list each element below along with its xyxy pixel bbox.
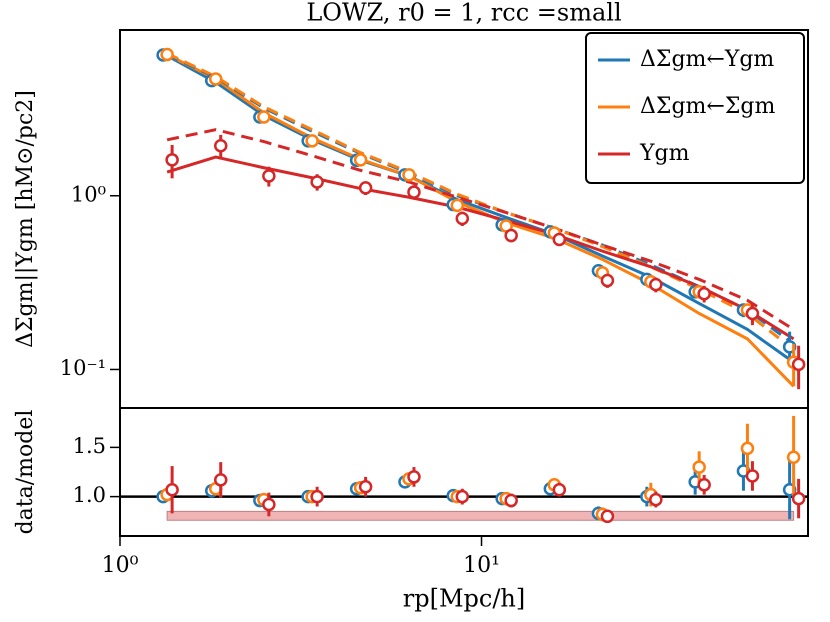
model-line [166,128,795,331]
data-point [407,185,421,199]
data-point [692,460,706,474]
data-point [649,277,663,292]
y-axis-label: ΔΣgm||Υgm [hM⊙/pc2] [13,90,38,348]
data-point [310,175,324,189]
data-point [213,473,228,487]
model-band [166,510,795,521]
data-point [213,139,228,153]
plot-frame [119,407,809,537]
data-point [504,228,518,243]
data-point [745,469,760,483]
x-tick-label: 10⁰ [102,553,139,578]
data-point [305,134,319,148]
data-point [791,357,806,372]
chart-title: LOWZ, r0 = 1, rcc =small [306,0,621,27]
data-point [697,478,711,492]
data-point [358,181,373,195]
data-point [745,306,760,321]
data-point [208,72,223,86]
legend-box [585,32,805,184]
x-axis-label: rp[Mpc/h] [403,585,525,613]
data-point [697,286,711,301]
data-point [791,491,806,506]
data-point [649,492,663,507]
data-point [262,169,276,183]
data-point [455,211,470,226]
y-axis-label: data/model [13,410,38,535]
data-point [600,273,615,288]
data-point [310,489,324,504]
legend-label: Υgm [639,141,690,166]
data-point [262,497,276,512]
data-point [504,493,518,508]
data-point [165,153,179,167]
data-point [160,47,174,62]
data-point [455,489,470,504]
legend-label: ΔΣgm←Υgm [640,47,774,72]
legend-label: ΔΣgm←Σgm [640,94,775,119]
y-tick-label: 10⁰ [71,182,106,206]
data-point [257,110,271,124]
data-point [740,441,755,456]
data-point [358,480,373,494]
data-point [353,153,368,167]
model-line [166,54,795,364]
data-point [402,168,416,182]
model-line [166,155,795,341]
data-point [450,198,465,213]
data-point [552,482,567,497]
data-point [552,232,567,247]
data-point [786,450,801,464]
data-point [407,470,421,484]
y-tick-label: 1.5 [73,434,106,458]
x-tick-label: 10¹ [463,553,500,578]
data-point [600,509,615,524]
y-tick-label: 1.0 [73,483,106,507]
data-point [165,482,179,497]
y-tick-label: 10⁻¹ [60,356,106,380]
